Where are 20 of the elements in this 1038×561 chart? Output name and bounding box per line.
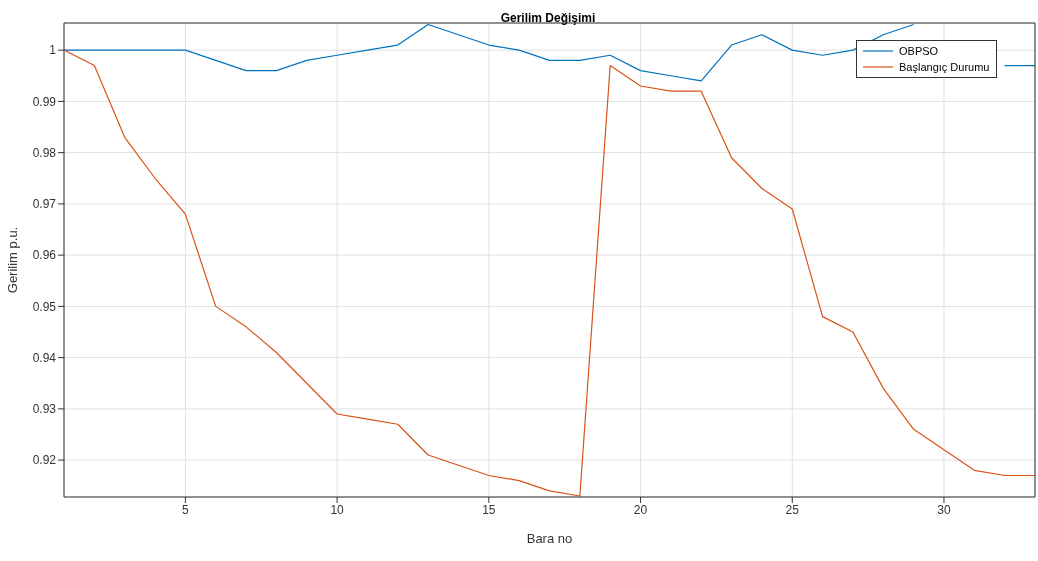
y-tick-label: 0.97	[32, 197, 57, 212]
x-tick-label: 30	[937, 502, 951, 517]
x-tick-label: 5	[182, 502, 190, 517]
y-tick-label: 0.96	[32, 248, 57, 263]
x-axis-title: Bara no	[526, 531, 573, 546]
y-tick-label: 0.98	[32, 145, 57, 160]
y-tick-label: 1	[49, 43, 57, 58]
y-tick-label: 0.93	[32, 402, 57, 417]
y-tick-label: 0.95	[32, 299, 57, 314]
y-tick-label: 0.99	[32, 94, 57, 109]
y-axis-title: Gerilim p.u.	[4, 226, 20, 294]
chart-title: Gerilim Değişimi	[500, 11, 596, 25]
legend-label: Başlangıç Durumu	[899, 60, 990, 75]
x-tick-label: 10	[330, 502, 345, 517]
y-tick-label: 0.94	[32, 350, 57, 365]
legend-label: OBPSO	[899, 44, 939, 59]
x-tick-label: 15	[482, 502, 496, 517]
x-tick-label: 20	[633, 502, 648, 517]
y-tick-label: 0.92	[32, 453, 57, 468]
x-tick-label: 25	[785, 502, 800, 517]
